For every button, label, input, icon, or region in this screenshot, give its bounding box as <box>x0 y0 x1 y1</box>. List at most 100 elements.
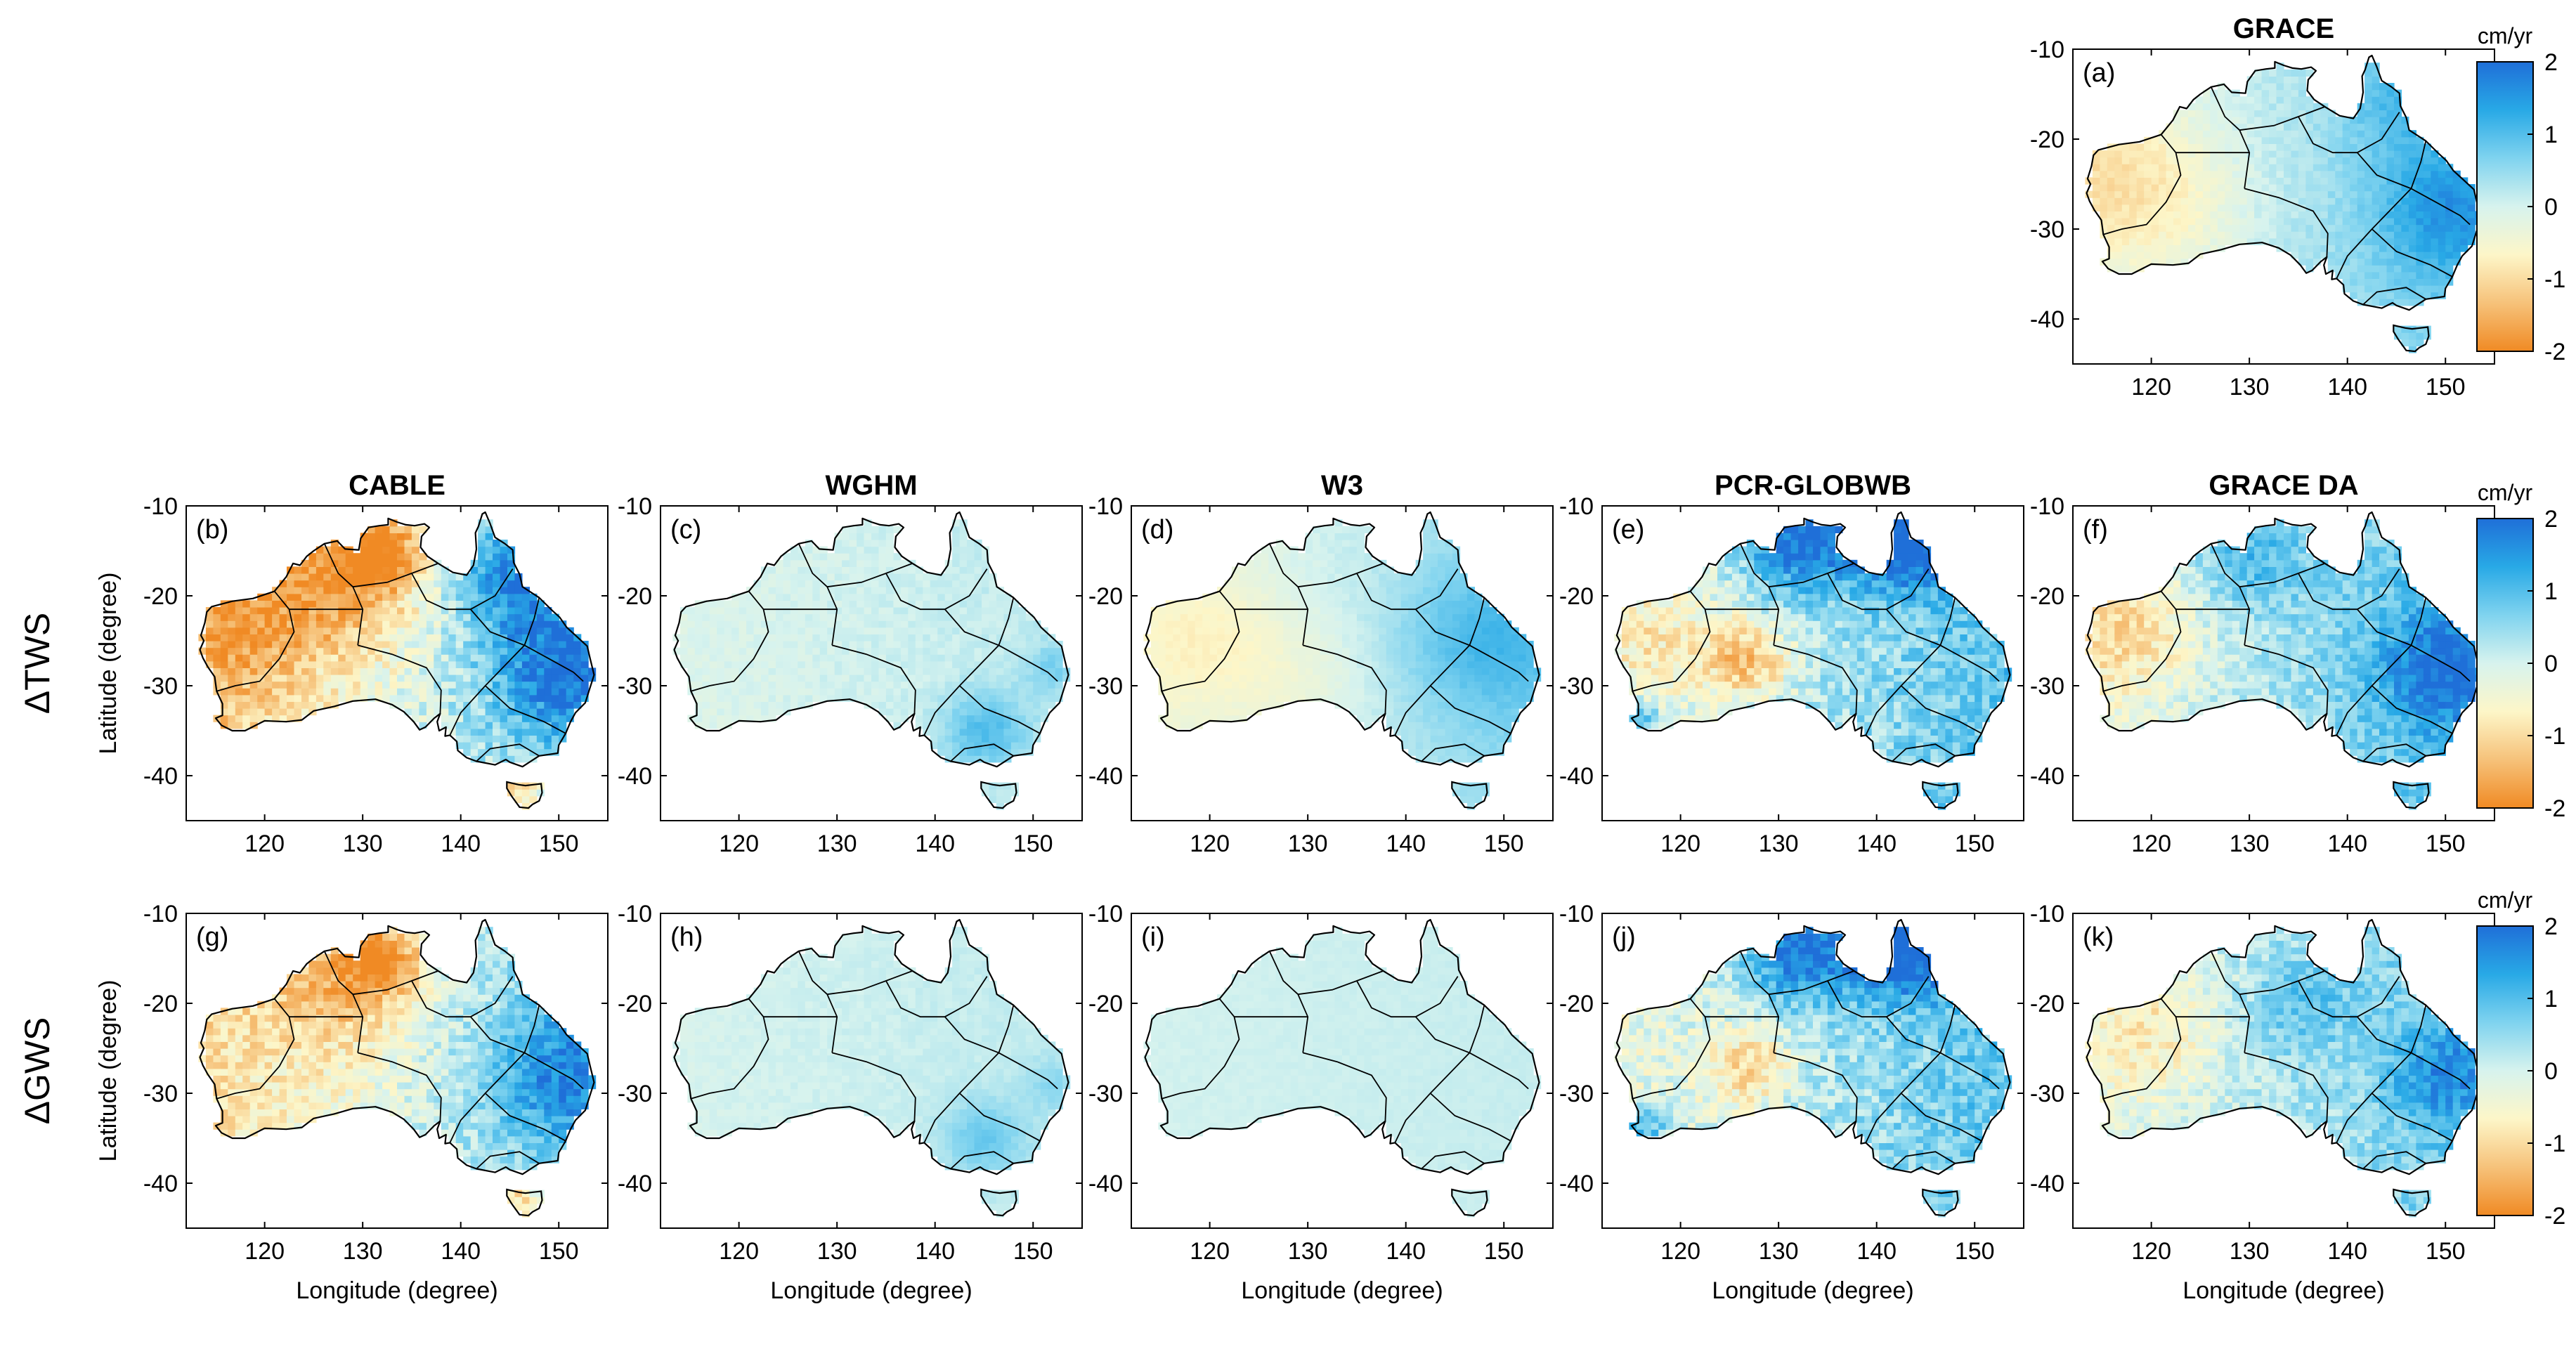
grid-cell <box>731 634 739 641</box>
grid-cell <box>2357 204 2365 211</box>
grid-cell <box>2372 204 2380 211</box>
grid-cell <box>871 540 879 547</box>
grid-cell <box>1011 641 1019 648</box>
grid-cell <box>827 648 835 655</box>
grid-cell <box>507 695 515 702</box>
grid-cell <box>2107 171 2115 178</box>
grid-cell <box>390 566 398 573</box>
grid-cell <box>1003 634 1011 641</box>
grid-cell <box>412 627 419 634</box>
grid-cell <box>1247 600 1254 607</box>
grid-cell <box>746 614 754 621</box>
grid-cell <box>2328 252 2336 259</box>
grid-cell <box>441 600 449 607</box>
grid-cell <box>923 701 930 708</box>
grid-cell <box>478 722 486 729</box>
grid-cell <box>1401 594 1409 601</box>
grid-cell <box>287 580 294 587</box>
grid-cell <box>2343 143 2350 150</box>
grid-cell <box>1320 667 1328 674</box>
grid-cell <box>1173 614 1180 621</box>
grid-cell <box>2093 197 2100 204</box>
grid-cell <box>835 573 843 580</box>
grid-cell <box>864 667 872 674</box>
grid-cell <box>456 729 464 736</box>
grid-cell <box>791 701 798 708</box>
grid-cell <box>2181 124 2189 131</box>
grid-cell <box>2313 238 2321 245</box>
grid-cell <box>2409 332 2416 339</box>
grid-cell <box>952 735 960 742</box>
grid-cell <box>1313 533 1320 540</box>
grid-cell <box>2453 231 2461 238</box>
grid-cell <box>1018 620 1026 627</box>
grid-cell <box>397 540 405 547</box>
grid-cell <box>2159 143 2166 150</box>
grid-cell <box>1379 654 1386 661</box>
grid-cell <box>1298 648 1306 655</box>
grid-cell <box>842 566 850 573</box>
grid-cell <box>827 688 835 695</box>
grid-cell <box>989 620 996 627</box>
grid-cell <box>1401 607 1409 614</box>
grid-cell <box>835 654 843 661</box>
grid-cell <box>842 634 850 641</box>
grid-cell <box>1364 667 1372 674</box>
grid-cell <box>500 560 508 567</box>
grid-cell <box>2343 171 2350 178</box>
grid-cell <box>559 708 566 715</box>
grid-cell <box>908 641 916 648</box>
grid-cell <box>1254 641 1261 648</box>
grid-cell <box>2152 150 2159 157</box>
grid-cell <box>250 661 258 668</box>
grid-cell <box>791 573 798 580</box>
grid-cell <box>857 553 864 560</box>
grid-cell <box>2107 184 2115 191</box>
grid-cell <box>717 607 724 614</box>
grid-cell <box>2357 124 2365 131</box>
grid-cell <box>2438 171 2446 178</box>
grid-cell <box>2379 124 2387 131</box>
grid-cell <box>2195 171 2203 178</box>
grid-cell <box>1291 682 1299 689</box>
grid-cell <box>717 695 724 702</box>
grid-cell <box>1011 742 1019 749</box>
grid-cell <box>1445 587 1453 594</box>
grid-cell <box>1459 682 1467 689</box>
grid-cell <box>2372 90 2380 97</box>
grid-cell <box>2409 225 2416 232</box>
grid-cell <box>776 600 783 607</box>
grid-cell <box>581 661 589 668</box>
grid-cell <box>761 682 769 689</box>
grid-cell <box>916 580 923 587</box>
grid-cell <box>2254 143 2262 150</box>
grid-cell <box>2159 164 2166 171</box>
grid-cell <box>360 566 368 573</box>
grid-cell <box>1438 749 1445 756</box>
grid-cell <box>2114 177 2122 184</box>
grid-cell <box>901 587 909 594</box>
grid-cell <box>1467 755 1475 762</box>
grid-cell <box>2188 137 2196 144</box>
grid-cell <box>507 587 515 594</box>
grid-cell <box>975 735 982 742</box>
grid-cell <box>695 654 703 661</box>
grid-cell <box>2269 177 2277 184</box>
grid-cell <box>975 742 982 749</box>
grid-cell <box>397 533 405 540</box>
grid-cell <box>702 708 710 715</box>
grid-cell <box>2100 164 2107 171</box>
grid-cell <box>367 607 375 614</box>
grid-cell <box>1372 607 1379 614</box>
grid-cell <box>908 634 916 641</box>
grid-cell <box>2159 157 2166 164</box>
grid-cell <box>2262 204 2270 211</box>
grid-cell <box>2152 245 2159 252</box>
grid-cell <box>2416 177 2424 184</box>
grid-cell <box>235 695 243 702</box>
grid-cell <box>566 648 574 655</box>
grid-cell <box>989 722 996 729</box>
grid-cell <box>1459 600 1467 607</box>
grid-cell <box>695 607 703 614</box>
grid-cell <box>687 641 695 648</box>
